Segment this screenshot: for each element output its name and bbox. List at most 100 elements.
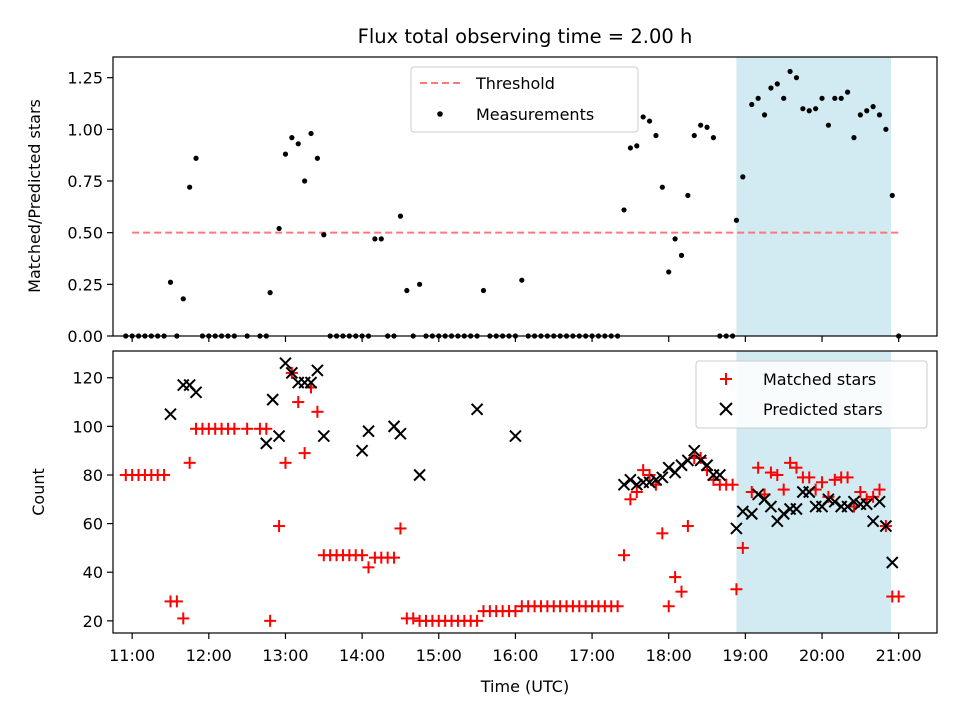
matched-star-point <box>803 471 816 484</box>
predicted-star-point <box>304 376 318 389</box>
predicted-star-point <box>624 473 637 487</box>
predicted-star-point <box>886 556 899 569</box>
predicted-star-point <box>266 393 279 406</box>
matched-star-point <box>771 468 784 481</box>
measurement-point <box>800 106 806 112</box>
matched-star-point <box>854 486 867 498</box>
measurement-point <box>710 135 717 141</box>
bottom-x-tick-label: 20:00 <box>799 646 845 665</box>
legend-matched-label: Matched stars <box>763 370 876 389</box>
measurement-point <box>634 143 640 149</box>
predicted-star-point <box>745 507 758 521</box>
predicted-star-point <box>394 427 407 440</box>
predicted-star-point <box>841 500 854 513</box>
bottom-y-tick-label: 100 <box>72 417 103 436</box>
measurement-point <box>740 174 746 180</box>
matched-star-point <box>611 600 624 613</box>
top-panel-frame <box>112 56 938 337</box>
matched-star-point <box>630 486 643 498</box>
measurement-point <box>397 213 404 219</box>
predicted-star-point <box>675 459 688 472</box>
measurement-point <box>167 279 174 285</box>
matched-star-point <box>394 522 407 535</box>
top-y-axis: 0.00 0.25 0.50 0.75 1.00 1.25 <box>67 69 113 346</box>
top-y-tick-label: 0.50 <box>67 224 103 243</box>
measurement-point <box>621 207 627 213</box>
measurement-point <box>787 68 793 75</box>
measurement-point <box>372 236 378 242</box>
measurement-point <box>870 104 876 110</box>
bottom-x-tick-label: 11:00 <box>109 646 155 665</box>
matched-star-point <box>867 490 880 503</box>
measurement-point <box>685 192 691 199</box>
predicted-star-point <box>649 473 663 487</box>
predicted-star-point <box>164 407 177 421</box>
predicted-star-point <box>630 478 643 491</box>
bottom-legend-box <box>695 360 928 429</box>
predicted-star-point <box>189 386 203 399</box>
predicted-star-point <box>656 471 669 484</box>
measurement-point <box>691 132 697 139</box>
predicted-star-point <box>643 476 656 489</box>
measurement-point <box>781 95 787 101</box>
matched-star-point <box>618 549 631 562</box>
bottom-x-tick-label: 19:00 <box>722 646 768 665</box>
legend-predicted-label: Predicted stars <box>763 400 883 419</box>
measurement-point <box>646 118 653 124</box>
matched-star-point <box>764 466 777 479</box>
matched-star-point <box>170 595 183 608</box>
top-x-axis <box>131 336 900 342</box>
matched-star-point <box>241 422 254 435</box>
matched-star-point <box>279 456 292 469</box>
legend-predicted-swatch <box>719 402 733 416</box>
bottom-y-tick-label: 20 <box>83 612 103 631</box>
predicted-star-point <box>355 444 369 457</box>
legend-threshold-label: Threshold <box>475 74 555 93</box>
matched-star-point <box>694 451 707 464</box>
measurement-point <box>295 141 301 147</box>
matched-star-point <box>388 551 401 564</box>
measurement-point <box>825 122 832 128</box>
matched-star-point <box>643 468 656 481</box>
bottom-x-tick-label: 16:00 <box>492 646 538 665</box>
bottom-x-axis: 11:00 12:00 13:00 14:00 15:00 16:00 17:00 18:00… <box>109 633 922 665</box>
measurement-point <box>857 112 863 118</box>
measurement-point <box>519 277 525 283</box>
measurement-point <box>187 184 193 190</box>
measurement-point <box>806 108 812 114</box>
matched-star-point <box>656 527 669 540</box>
legend-measurements-label: Measurements <box>476 105 594 124</box>
measurement-point <box>289 135 295 141</box>
bottom-x-tick-label: 21:00 <box>876 646 922 665</box>
matched-star-point <box>736 541 749 554</box>
top-y-tick-label: 0.75 <box>67 172 103 191</box>
matched-star-point <box>892 590 905 603</box>
predicted-star-point <box>311 364 324 377</box>
measurement-point <box>653 132 659 139</box>
matched-star-point <box>362 561 375 574</box>
matched-star-point <box>177 612 190 625</box>
measurement-point <box>733 217 740 223</box>
matched-star-point <box>841 471 854 484</box>
predicted-star-point <box>688 444 701 457</box>
measurement-point <box>864 108 870 114</box>
matched-star-point <box>730 583 743 596</box>
matched-star-point <box>298 447 311 460</box>
measurement-point <box>659 184 665 190</box>
matched-star-point <box>356 549 369 562</box>
matched-star-point <box>816 476 829 489</box>
predicted-star-point <box>751 488 765 501</box>
measurement-point <box>851 135 857 141</box>
predicted-star-point <box>260 437 273 450</box>
matched-star-point <box>822 490 835 503</box>
bottom-panel: 20 40 60 80 100 120 11:00 12:00 13:00 14:00 15:00… <box>29 350 938 696</box>
matched-star-point <box>264 614 277 627</box>
predicted-star-point <box>279 356 292 370</box>
predicted-star-point <box>713 468 727 482</box>
bottom-x-tick-label: 18:00 <box>646 646 692 665</box>
matched-star-point <box>784 456 797 469</box>
measurement-point <box>314 155 321 161</box>
top-y-tick-label: 0.25 <box>67 275 103 294</box>
predicted-stars-series <box>164 356 899 569</box>
